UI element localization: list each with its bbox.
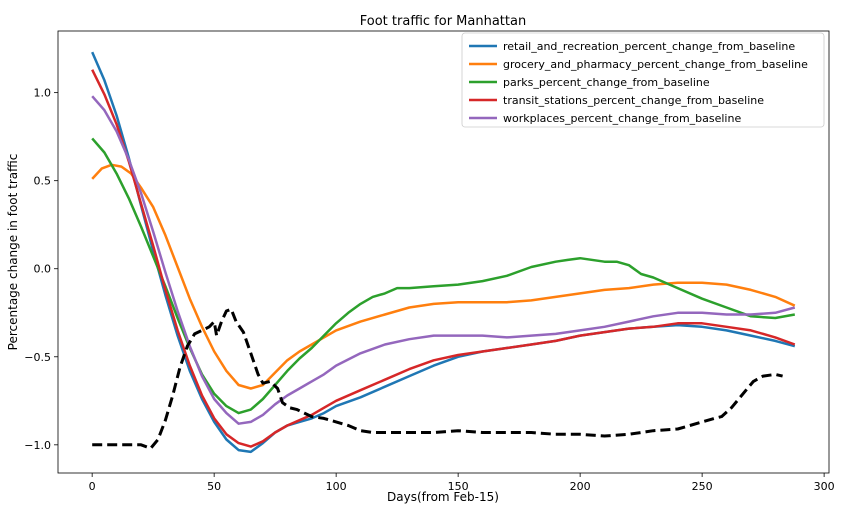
series-line-3 xyxy=(91,137,796,415)
x-tick-label: 200 xyxy=(570,480,591,493)
y-tick-label: 0.5 xyxy=(34,175,52,188)
x-axis-label: Days(from Feb-15) xyxy=(387,490,499,504)
y-axis-label: Percentage change in foot traffic xyxy=(6,154,20,351)
legend-label: transit_stations_percent_change_from_bas… xyxy=(503,94,764,107)
legend-label: retail_and_recreation_percent_change_fro… xyxy=(503,40,795,53)
legend-label: grocery_and_pharmacy_percent_change_from… xyxy=(503,58,808,71)
series-line-dashed xyxy=(92,307,783,450)
legend-label: parks_percent_change_from_baseline xyxy=(503,76,710,89)
chart-title: Foot traffic for Manhattan xyxy=(360,14,526,29)
y-tick-label: 1.0 xyxy=(34,87,52,100)
legend-box xyxy=(461,32,825,128)
legend: retail_and_recreation_percent_change_fro… xyxy=(461,32,825,128)
series-line-4 xyxy=(91,69,796,448)
x-tick-label: 50 xyxy=(207,480,221,493)
y-axis-ticks: −1.0 −0.5 0.0 0.5 1.0 xyxy=(24,87,58,452)
series-line-2 xyxy=(91,163,796,390)
y-tick-label: −1.0 xyxy=(24,439,51,452)
x-axis-ticks: 0 50 100 150 200 250 300 xyxy=(89,473,835,493)
y-tick-label: 0.0 xyxy=(34,263,52,276)
x-tick-label: 100 xyxy=(326,480,347,493)
x-tick-label: 300 xyxy=(814,480,835,493)
x-tick-label: 250 xyxy=(692,480,713,493)
y-tick-label: −0.5 xyxy=(24,351,51,364)
series-line-5 xyxy=(91,95,796,425)
x-tick-label: 0 xyxy=(89,480,96,493)
legend-label: workplaces_percent_change_from_baseline xyxy=(503,112,741,125)
plot-frame xyxy=(57,30,830,474)
x-tick-label: 150 xyxy=(448,480,469,493)
series-layer xyxy=(91,51,796,454)
